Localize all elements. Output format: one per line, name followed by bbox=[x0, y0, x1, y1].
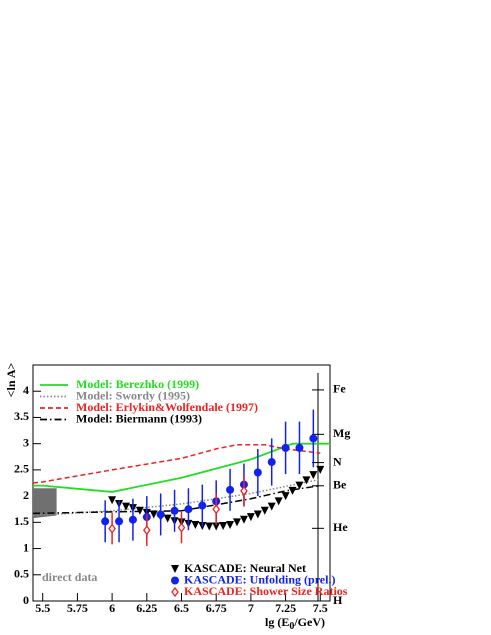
marker bbox=[281, 492, 290, 501]
x-tick-label: 6 bbox=[109, 601, 115, 615]
x-tick-label: 5.75 bbox=[67, 601, 88, 615]
x-label-part: 0 bbox=[289, 621, 294, 632]
y2-tick-label: H bbox=[333, 593, 343, 607]
marker bbox=[142, 525, 151, 536]
marker bbox=[170, 506, 179, 515]
y-tick-label: 2 bbox=[23, 488, 29, 502]
x-tick-label: 7 bbox=[248, 601, 254, 615]
x-tick-label: 7.5 bbox=[313, 601, 328, 615]
x-label-part: lg (E bbox=[265, 615, 289, 629]
marker bbox=[316, 465, 325, 474]
legend-marker bbox=[171, 586, 179, 598]
marker bbox=[205, 522, 214, 531]
x-label-part: /GeV) bbox=[293, 615, 325, 629]
band-label: direct data bbox=[42, 570, 97, 584]
marker bbox=[239, 515, 248, 524]
marker bbox=[253, 468, 262, 477]
marker bbox=[198, 501, 207, 510]
marker bbox=[260, 506, 269, 515]
legend-label: Model: Swordy (1995) bbox=[76, 388, 190, 402]
marker bbox=[281, 443, 290, 452]
x-tick-label: 6.75 bbox=[206, 601, 227, 615]
y-tick-label: 2.5 bbox=[14, 462, 29, 476]
marker bbox=[156, 510, 165, 519]
y-tick-label: 1 bbox=[23, 540, 29, 554]
x-axis-label: lg (E0/GeV) bbox=[265, 615, 325, 633]
marker bbox=[309, 471, 318, 480]
y-tick-label: 3.5 bbox=[14, 409, 29, 423]
marker bbox=[149, 510, 158, 519]
marker bbox=[135, 506, 144, 515]
marker bbox=[288, 486, 297, 495]
marker bbox=[108, 523, 116, 534]
model-line bbox=[32, 443, 321, 484]
model-line bbox=[32, 478, 321, 517]
y2-tick-label: N bbox=[333, 454, 342, 468]
marker bbox=[128, 515, 137, 524]
marker bbox=[212, 504, 221, 515]
legend-label: Model: Berezhko (1999) bbox=[76, 377, 199, 391]
legend-label: KASCADE: Unfolding (prel.) bbox=[184, 572, 335, 586]
legend-marker bbox=[171, 565, 179, 573]
marker bbox=[226, 520, 235, 529]
y2-tick-label: Mg bbox=[333, 426, 350, 440]
y-tick-label: 4 bbox=[23, 383, 29, 397]
x-tick-label: 6.5 bbox=[174, 601, 189, 615]
marker bbox=[212, 522, 221, 531]
marker bbox=[302, 476, 311, 485]
legend-label: KASCADE: Shower Size Ratios bbox=[184, 584, 348, 598]
marker bbox=[184, 505, 193, 514]
marker bbox=[267, 458, 276, 467]
marker bbox=[253, 510, 262, 519]
y-tick-label: 1.5 bbox=[14, 514, 29, 528]
y-tick-label: 3 bbox=[23, 435, 29, 449]
marker bbox=[309, 434, 318, 443]
marker bbox=[191, 520, 200, 529]
y-tick-label: 0.5 bbox=[14, 567, 29, 581]
marker bbox=[295, 443, 304, 452]
direct-data-band bbox=[33, 488, 57, 519]
x-tick-label: 5.5 bbox=[35, 601, 50, 615]
x-tick-label: 7.25 bbox=[275, 601, 296, 615]
marker bbox=[274, 497, 283, 506]
legend-marker bbox=[171, 576, 179, 585]
marker bbox=[163, 514, 172, 523]
marker bbox=[101, 517, 110, 526]
x-tick-label: 6.25 bbox=[136, 601, 157, 615]
marker bbox=[108, 496, 117, 505]
y-tick-label: 0 bbox=[23, 593, 29, 607]
marker bbox=[226, 485, 235, 494]
marker bbox=[219, 522, 228, 531]
marker bbox=[246, 513, 255, 522]
legend-label: KASCADE: Neural Net bbox=[184, 561, 306, 575]
marker bbox=[121, 502, 130, 511]
marker bbox=[177, 522, 186, 533]
marker bbox=[295, 481, 304, 490]
y2-tick-label: Fe bbox=[333, 382, 346, 396]
marker bbox=[267, 502, 276, 511]
legend-label: Model: Erlykin&Wolfendale (1997) bbox=[76, 400, 258, 414]
y-axis-label: <ln A> bbox=[4, 362, 18, 397]
marker bbox=[233, 518, 242, 527]
marker bbox=[240, 485, 248, 496]
y2-tick-label: He bbox=[333, 520, 348, 534]
marker bbox=[115, 517, 124, 526]
model-line bbox=[33, 442, 330, 493]
y2-tick-label: Be bbox=[333, 478, 347, 492]
legend-label: Model: Biermann (1993) bbox=[76, 411, 202, 425]
